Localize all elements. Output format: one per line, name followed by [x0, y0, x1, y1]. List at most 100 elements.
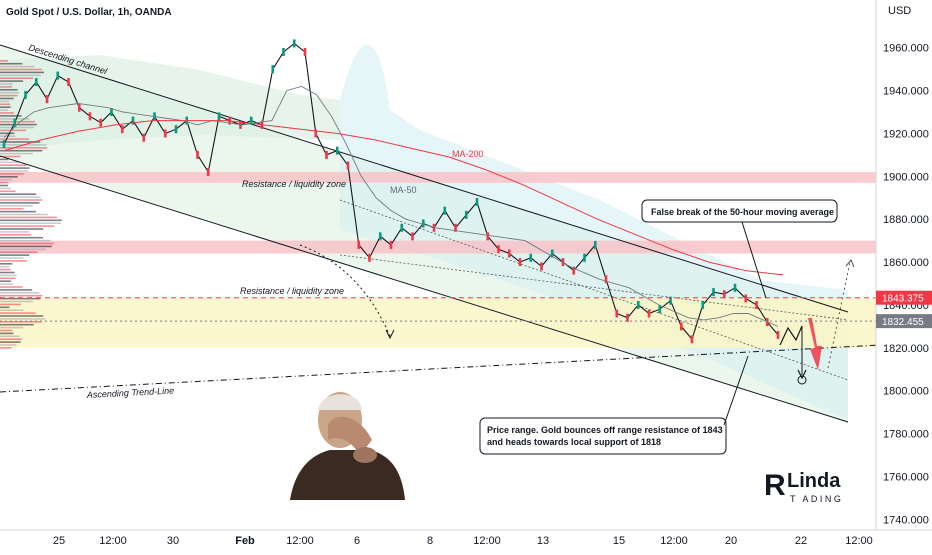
- projection-up-dotted: [827, 261, 851, 369]
- price-point-50: [540, 262, 543, 271]
- price-point-56: [604, 275, 608, 284]
- forecast-drop-arrowhead: [797, 369, 807, 380]
- volume-bar-9: [0, 86, 13, 88]
- y-tick-4: 1820.000: [883, 343, 929, 355]
- volume-bar-64: [0, 245, 52, 248]
- x-tick-2: 30: [167, 535, 179, 547]
- price-point-23: [249, 116, 253, 125]
- volume-bar-68: [0, 257, 24, 259]
- level-tag-bg-0: [876, 290, 932, 305]
- ma200-label: MA-200: [452, 149, 484, 159]
- level-price-tags[interactable]: 1843.375 1832.455: [876, 290, 932, 329]
- volume-bar-83: [0, 300, 33, 303]
- volume-bar-94: [0, 332, 14, 335]
- price-point-48: [518, 258, 522, 267]
- y-tick-0: 1740.000: [883, 514, 929, 526]
- forecast-zigzag: [779, 325, 803, 346]
- y-tick-6: 1860.000: [883, 257, 929, 269]
- level-tag-0[interactable]: 1843.375: [882, 294, 924, 305]
- volume-bar-0: [0, 60, 8, 62]
- volume-bar-98: [0, 344, 17, 346]
- x-tick-labels: 25 12:00 30 Feb 12:00 6 8 12:00 13 15 12:00 20 22 12:…: [53, 535, 873, 547]
- price-point-5: [56, 71, 60, 80]
- volume-bar-82: [0, 297, 41, 300]
- zone-band-2: [0, 298, 876, 348]
- x-tick-5: 6: [354, 535, 360, 547]
- price-point-61: [658, 305, 662, 314]
- zones: [0, 172, 876, 348]
- volume-bar-2: [0, 65, 35, 68]
- resistance-zone-2-label: Resistance / liquidity zone: [240, 286, 344, 296]
- price-point-72: [776, 330, 780, 339]
- price-point-45: [486, 232, 490, 241]
- price-point-38: [411, 232, 414, 241]
- ascending-trendline: [0, 344, 881, 393]
- price-point-67: [722, 290, 726, 299]
- channel-upper-line: [0, 44, 849, 313]
- volume-bar-47: [0, 196, 41, 198]
- volume-bar-17: [0, 109, 9, 111]
- y-tick-9: 1920.000: [883, 128, 929, 140]
- volume-bar-60: [0, 234, 31, 236]
- volume-bar-31: [0, 149, 43, 152]
- volume-bar-52: [0, 210, 36, 213]
- volume-bar-40: [0, 176, 18, 178]
- price-point-26: [282, 48, 285, 57]
- volume-bar-51: [0, 207, 24, 210]
- level-tag-1[interactable]: 1832.455: [882, 317, 924, 328]
- price-point-25: [271, 65, 275, 74]
- price-point-19: [206, 168, 210, 177]
- y-tick-10: 1940.000: [883, 86, 929, 98]
- ascending-trendline-label: Ascending Trend-Line: [86, 385, 175, 400]
- horizontal-levels: [0, 297, 876, 322]
- price-point-68: [733, 283, 737, 292]
- volume-bar-6: [0, 77, 34, 79]
- volume-bar-74: [0, 274, 17, 277]
- false-break-callout: [641, 199, 838, 223]
- price-range-text-line1: Price range. Gold bounces off range resi…: [487, 425, 723, 435]
- volume-bar-86: [0, 309, 24, 311]
- volume-bar-84: [0, 303, 21, 306]
- volume-bar-25: [0, 132, 15, 135]
- volume-bar-67: [0, 254, 30, 256]
- currency-label: USD: [888, 5, 911, 17]
- volume-bar-57: [0, 225, 55, 227]
- volume-bar-89: [0, 318, 46, 320]
- ma200-line: [3, 120, 784, 276]
- x-tick-4: 12:00: [286, 535, 314, 547]
- price-point-51: [550, 249, 554, 258]
- volume-bar-28: [0, 141, 41, 143]
- volume-bar-18: [0, 112, 14, 114]
- price-point-28: [303, 48, 307, 57]
- false-break-text: False break of the 50-hour moving averag…: [651, 207, 834, 217]
- price-point-16: [174, 125, 178, 134]
- dotted-projection-1: [339, 199, 849, 381]
- volume-bar-76: [0, 280, 11, 282]
- y-tick-labels: 1740.000 1760.000 1780.000 1800.000 1820.000…: [883, 43, 929, 527]
- volume-bar-11: [0, 91, 20, 94]
- x-tick-7: 12:00: [473, 535, 501, 547]
- price-point-2: [24, 90, 27, 99]
- volume-bar-35: [0, 161, 20, 164]
- volume-bar-78: [0, 286, 23, 288]
- price-point-8: [88, 112, 92, 121]
- volume-bar-3: [0, 68, 42, 71]
- target-icon: [797, 375, 807, 385]
- zone-band-0: [0, 172, 876, 183]
- volume-bar-95: [0, 335, 20, 338]
- price-point-55: [593, 240, 597, 249]
- volume-bar-73: [0, 271, 15, 274]
- x-tick-11: 20: [725, 535, 737, 547]
- price-point-31: [335, 146, 339, 155]
- price-point-37: [400, 223, 404, 232]
- price-range-callout: [479, 417, 727, 455]
- volume-bar-53: [0, 213, 48, 216]
- red-down-arrow-icon: [808, 318, 822, 370]
- price-point-15: [163, 129, 167, 138]
- ma50-label: MA-50: [390, 185, 417, 195]
- price-axis-bg: [876, 0, 932, 530]
- volume-bar-27: [0, 138, 30, 140]
- volume-bar-96: [0, 338, 22, 340]
